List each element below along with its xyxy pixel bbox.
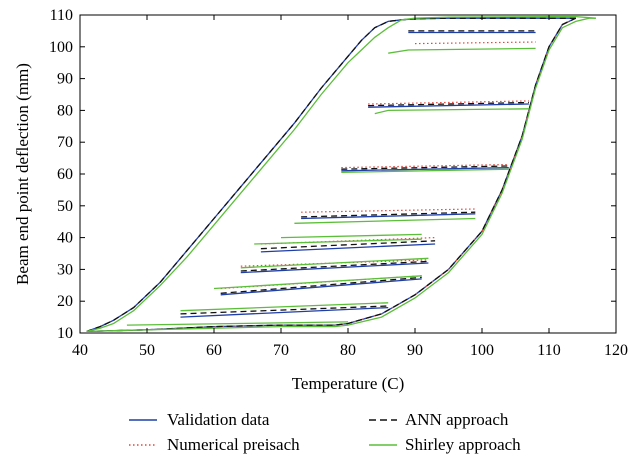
series-segment bbox=[294, 217, 476, 224]
series-segment bbox=[260, 240, 436, 250]
legend: Validation data Numerical preisach ANN app… bbox=[129, 410, 521, 454]
legend-item: Validation data bbox=[129, 410, 270, 429]
y-axis-label: Beam end point deflection (mm) bbox=[13, 63, 32, 285]
x-tick-label: 70 bbox=[273, 342, 289, 359]
series-segment bbox=[240, 259, 429, 267]
series-segment bbox=[213, 275, 422, 290]
series-segment bbox=[254, 238, 422, 245]
series-segment bbox=[220, 276, 422, 294]
series-segment bbox=[86, 17, 577, 333]
x-tick-label: 100 bbox=[470, 342, 494, 359]
legend-label: Validation data bbox=[167, 410, 270, 429]
series-segment bbox=[180, 306, 389, 318]
series-segment bbox=[280, 233, 422, 239]
x-tick-label: 120 bbox=[604, 342, 628, 359]
y-tick-label: 50 bbox=[57, 198, 73, 215]
x-tick-label: 90 bbox=[407, 342, 423, 359]
series-segment bbox=[368, 101, 529, 107]
series-segment bbox=[341, 166, 509, 172]
legend-label: ANN approach bbox=[405, 410, 509, 429]
series-segment bbox=[86, 17, 596, 333]
series-segment bbox=[341, 168, 509, 174]
series-segment bbox=[368, 103, 529, 108]
series-segment bbox=[374, 108, 529, 115]
x-tick-label: 60 bbox=[206, 342, 222, 359]
series-segment bbox=[301, 211, 476, 218]
y-tick-label: 20 bbox=[57, 293, 73, 310]
series-segment bbox=[180, 305, 389, 315]
axes: 40 50 60 70 80 90 100 110 120 10 20 30 40 50 60 70 80 90 1… bbox=[49, 7, 628, 359]
x-axis-label: Temperature (C) bbox=[292, 374, 405, 393]
x-tick-label: 50 bbox=[139, 342, 155, 359]
legend-item: Numerical preisach bbox=[129, 435, 300, 454]
legend-item: ANN approach bbox=[369, 410, 509, 429]
legend-item: Shirley approach bbox=[369, 435, 521, 454]
series-segment bbox=[301, 208, 476, 213]
x-tick-label: 80 bbox=[340, 342, 356, 359]
legend-label: Shirley approach bbox=[405, 435, 521, 454]
series-segment bbox=[414, 41, 536, 45]
series-segment bbox=[86, 15, 596, 333]
series-segment bbox=[240, 260, 429, 272]
series-segment bbox=[86, 17, 576, 333]
y-tick-label: 110 bbox=[50, 7, 73, 24]
y-tick-label: 80 bbox=[57, 102, 73, 119]
series-shirley-approach bbox=[86, 15, 596, 333]
series-segment bbox=[126, 321, 349, 326]
plot-area bbox=[86, 15, 596, 333]
series-segment bbox=[301, 213, 476, 220]
y-tick-label: 60 bbox=[57, 166, 73, 183]
x-tick-label: 110 bbox=[537, 342, 560, 359]
series-segment bbox=[368, 100, 529, 105]
series-segment bbox=[341, 165, 509, 170]
series-segment bbox=[240, 257, 429, 269]
y-tick-label: 40 bbox=[57, 230, 73, 247]
series-segment bbox=[180, 302, 389, 312]
series-segment bbox=[388, 47, 536, 54]
series-segment bbox=[220, 278, 422, 296]
y-tick-label: 90 bbox=[57, 71, 73, 88]
y-tick-label: 10 bbox=[57, 325, 73, 342]
legend-label: Numerical preisach bbox=[167, 435, 300, 454]
y-tick-label: 70 bbox=[57, 134, 73, 151]
y-tick-label: 100 bbox=[49, 39, 73, 56]
series-segment bbox=[240, 262, 429, 274]
series-segment bbox=[260, 243, 436, 253]
y-tick-label: 30 bbox=[57, 261, 73, 278]
series-ann-approach bbox=[86, 17, 577, 333]
x-tick-label: 40 bbox=[72, 342, 88, 359]
